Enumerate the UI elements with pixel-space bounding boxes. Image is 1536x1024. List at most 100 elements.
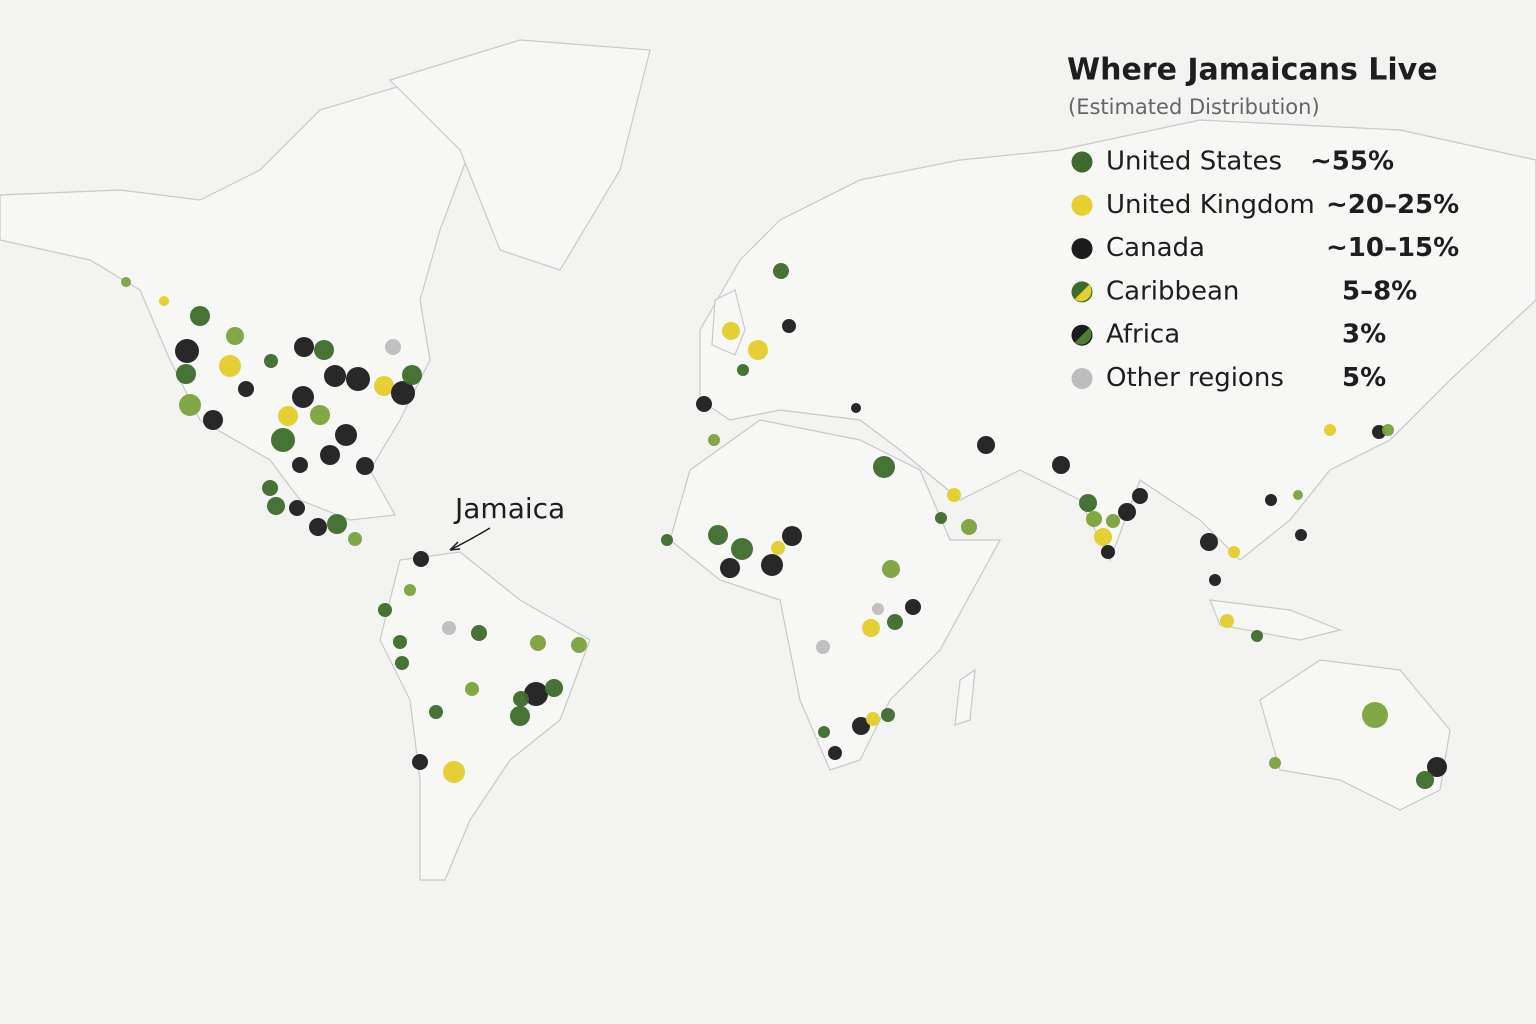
legend: United States ~55% United Kingdom ~20–25% Ca… xyxy=(1071,147,1459,393)
map-dot xyxy=(866,712,880,726)
map-dot xyxy=(395,656,409,670)
map-dot xyxy=(816,640,830,654)
map-dot xyxy=(1209,574,1221,586)
map-dot xyxy=(748,340,768,360)
map-dot xyxy=(176,364,196,384)
map-dot xyxy=(571,637,587,653)
legend-value: 3% xyxy=(1342,320,1386,350)
map-dot xyxy=(264,354,278,368)
map-dot xyxy=(1094,528,1112,546)
legend-label: Caribbean xyxy=(1106,276,1239,306)
annotation-arrow xyxy=(449,527,491,551)
marker-half xyxy=(1074,284,1092,302)
map-dot xyxy=(1118,503,1136,521)
legend-label: Canada xyxy=(1106,233,1205,263)
map-dot xyxy=(935,512,947,524)
map-dot xyxy=(1324,424,1336,436)
map-dot xyxy=(513,691,529,707)
map-dot xyxy=(530,635,546,651)
map-dot xyxy=(696,396,712,412)
map-dot xyxy=(708,525,728,545)
map-dot xyxy=(1200,533,1218,551)
annotation: Jamaica xyxy=(453,492,565,525)
map-dot xyxy=(961,519,977,535)
marker xyxy=(1071,368,1093,389)
map-dot xyxy=(374,376,394,396)
marker xyxy=(1071,151,1093,173)
map-dot xyxy=(1251,630,1263,642)
legend-label: United States xyxy=(1106,147,1282,177)
map-dot xyxy=(429,705,443,719)
greenland xyxy=(388,39,651,271)
map-dot xyxy=(385,339,401,355)
africa xyxy=(669,419,1002,771)
arrow-head xyxy=(449,541,461,551)
map-dot xyxy=(773,263,789,279)
map-dot xyxy=(818,726,830,738)
marker xyxy=(1071,194,1093,216)
map-dot xyxy=(324,365,346,387)
map-dot xyxy=(292,457,308,473)
legend-label: Other regions xyxy=(1106,363,1284,393)
map-dot xyxy=(1362,702,1388,728)
map-dot xyxy=(294,337,314,357)
map-dot xyxy=(887,614,903,630)
map-dot xyxy=(179,394,201,416)
map-dot xyxy=(882,560,900,578)
map-dot xyxy=(1079,494,1097,512)
map-dot xyxy=(852,717,870,735)
map-dot xyxy=(545,679,563,697)
map-dot xyxy=(471,625,487,641)
legend-value: ~10–15% xyxy=(1326,233,1459,263)
map-dot xyxy=(905,599,921,615)
south-america xyxy=(379,551,591,881)
north-america xyxy=(0,79,471,521)
map-dot xyxy=(393,635,407,649)
map-dot xyxy=(238,381,254,397)
indonesia xyxy=(1209,599,1342,641)
legend-label: Africa xyxy=(1106,320,1180,350)
australia xyxy=(1259,659,1451,811)
legend-value: 5% xyxy=(1342,363,1386,393)
map-dot xyxy=(159,296,169,306)
map-dot xyxy=(327,514,347,534)
map-dot xyxy=(761,554,783,576)
marker xyxy=(1071,238,1093,260)
land xyxy=(0,39,1536,881)
map-dot xyxy=(771,541,785,555)
map-dot xyxy=(226,327,244,345)
map-dot xyxy=(1293,490,1303,500)
map-dot xyxy=(851,403,861,413)
map-dot xyxy=(309,518,327,536)
map-dot xyxy=(203,410,223,430)
map-dot xyxy=(412,754,428,770)
legend-value: ~55% xyxy=(1310,147,1394,177)
map-dot xyxy=(977,436,995,454)
map-dot xyxy=(1101,545,1115,559)
map-dot xyxy=(356,457,374,475)
map-dot xyxy=(262,480,278,496)
map-dot xyxy=(708,434,720,446)
legend-title: Where Jamaicans Live xyxy=(1067,53,1438,88)
map-dot xyxy=(881,708,895,722)
madagascar xyxy=(954,668,976,726)
map-dot xyxy=(1427,757,1447,777)
map-dot xyxy=(442,621,456,635)
marker-half xyxy=(1074,327,1092,345)
legend-subtitle: (Estimated Distribution) xyxy=(1068,95,1320,119)
map-dot xyxy=(782,319,796,333)
map-dot xyxy=(1220,614,1234,628)
map-dot xyxy=(782,526,802,546)
map-dot xyxy=(722,322,740,340)
map-dot xyxy=(1052,456,1070,474)
map-dot xyxy=(289,500,305,516)
map-dot xyxy=(737,364,749,376)
map-dot xyxy=(1269,757,1281,769)
map-dot xyxy=(510,706,530,726)
dots xyxy=(121,263,1447,789)
map-dot xyxy=(862,619,880,637)
eurasia xyxy=(699,119,1536,562)
map-dot xyxy=(190,306,210,326)
